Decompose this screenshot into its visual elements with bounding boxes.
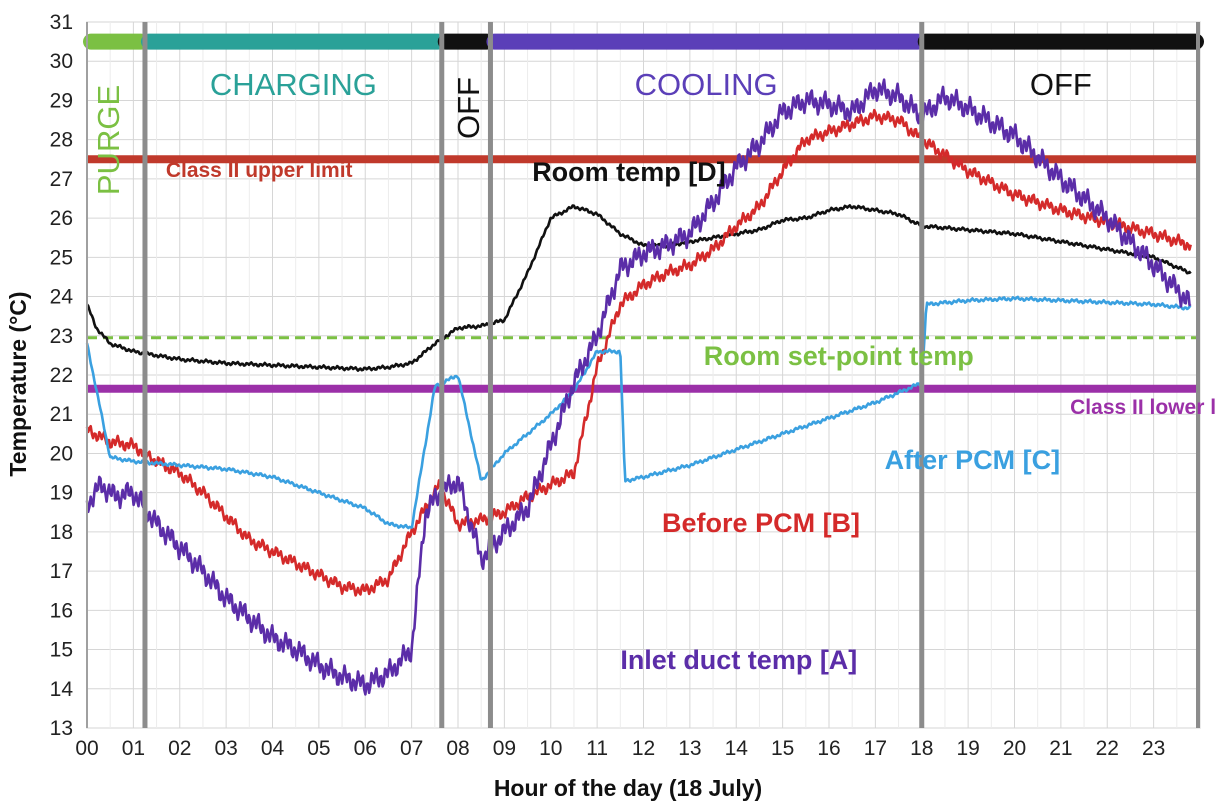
y-tick-label: 24 bbox=[50, 286, 74, 309]
phase-label-1: CHARGING bbox=[210, 67, 377, 102]
x-tick-label: 23 bbox=[1142, 737, 1165, 760]
y-tick-label: 30 bbox=[50, 50, 73, 73]
x-tick-label: 18 bbox=[910, 737, 933, 760]
y-tick-label: 31 bbox=[50, 11, 73, 34]
phase-label-0: PURGE bbox=[91, 85, 126, 195]
x-tick-label: 02 bbox=[168, 737, 191, 760]
x-tick-label: 06 bbox=[354, 737, 377, 760]
x-tick-label: 19 bbox=[956, 737, 979, 760]
series-line-0 bbox=[85, 204, 1192, 372]
y-tick-label: 13 bbox=[50, 717, 73, 740]
annotation-5: Before PCM [B] bbox=[662, 508, 860, 538]
x-tick-label: 22 bbox=[1096, 737, 1119, 760]
phase-dividers bbox=[86, 22, 1200, 728]
x-tick-label: 15 bbox=[771, 737, 794, 760]
annotation-4: After PCM [C] bbox=[885, 445, 1061, 475]
series-line-1 bbox=[85, 108, 1192, 597]
y-tick-label: 27 bbox=[50, 168, 73, 191]
x-tick-label: 08 bbox=[446, 737, 469, 760]
x-tick-label: 17 bbox=[864, 737, 887, 760]
annotation-1: Room temp [D] bbox=[532, 157, 725, 187]
phase-labels: PURGE CHARGING OFF COOLING OFF bbox=[91, 67, 1092, 195]
x-tick-label: 13 bbox=[678, 737, 701, 760]
x-tick-label: 14 bbox=[725, 737, 749, 760]
y-tick-label: 25 bbox=[50, 246, 73, 269]
y-tick-label: 23 bbox=[50, 325, 73, 348]
y-tick-label: 14 bbox=[50, 678, 74, 701]
series-lines bbox=[85, 78, 1192, 696]
y-tick-label: 29 bbox=[50, 89, 73, 112]
x-tick-label: 09 bbox=[493, 737, 516, 760]
x-axis-title: Hour of the day (18 July) bbox=[494, 775, 762, 801]
series-line-3 bbox=[85, 78, 1192, 696]
y-tick-label: 21 bbox=[50, 403, 73, 426]
y-tick-label: 17 bbox=[50, 560, 73, 583]
phase-label-2: OFF bbox=[451, 77, 486, 139]
x-tick-label: 05 bbox=[307, 737, 330, 760]
x-tick-label: 20 bbox=[1003, 737, 1026, 760]
x-tick-label: 07 bbox=[400, 737, 423, 760]
annotation-0: Class II upper limit bbox=[166, 159, 353, 182]
annotation-3: Class II lower limit bbox=[1070, 396, 1215, 419]
x-tick-label: 21 bbox=[1049, 737, 1072, 760]
phase-label-3: COOLING bbox=[635, 67, 778, 102]
reference-lines bbox=[87, 155, 1200, 393]
x-tick-label: 10 bbox=[539, 737, 562, 760]
grid bbox=[86, 21, 1201, 729]
y-tick-label: 15 bbox=[50, 639, 73, 662]
y-tick-label: 19 bbox=[50, 482, 73, 505]
y-tick-label: 26 bbox=[50, 207, 73, 230]
y-axis-title: Temperature (°C) bbox=[5, 291, 31, 476]
series-line-2 bbox=[85, 295, 1192, 530]
annotation-2: Room set-point temp bbox=[704, 341, 974, 371]
x-tick-label: 03 bbox=[214, 737, 237, 760]
y-tick-label: 18 bbox=[50, 521, 73, 544]
y-tick-label: 28 bbox=[50, 129, 73, 152]
x-tick-label: 00 bbox=[75, 737, 98, 760]
x-tick-label: 12 bbox=[632, 737, 655, 760]
y-tick-label: 16 bbox=[50, 599, 73, 622]
tick-labels: 13 14 15 16 17 18 19 20 21 22 23 24 25 26 27 28 29 30 31 00… bbox=[50, 11, 1166, 760]
y-tick-label: 22 bbox=[50, 364, 73, 387]
phase-label-4: OFF bbox=[1030, 67, 1092, 102]
x-tick-label: 11 bbox=[586, 737, 608, 760]
x-tick-label: 16 bbox=[817, 737, 840, 760]
annotation-6: Inlet duct temp [A] bbox=[620, 645, 857, 675]
x-tick-label: 01 bbox=[122, 737, 145, 760]
x-tick-label: 04 bbox=[261, 737, 285, 760]
y-tick-label: 20 bbox=[50, 442, 73, 465]
annotations: Class II upper limit Room temp [D] Room se… bbox=[166, 157, 1215, 675]
